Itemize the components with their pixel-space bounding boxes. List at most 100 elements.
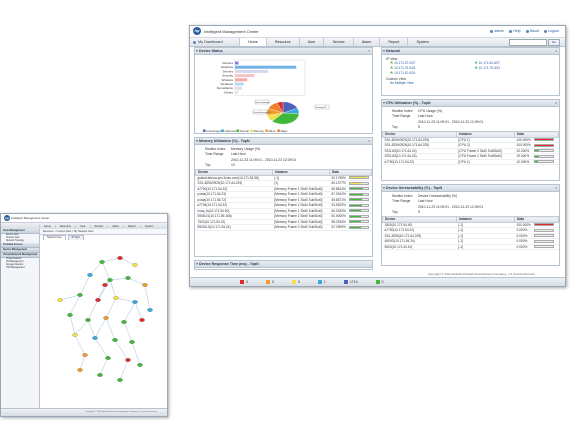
device-cell[interactable]: 5500(10.171.54.10) — [382, 244, 457, 250]
bar-others[interactable] — [235, 90, 239, 94]
sidebar-section[interactable]: Terminal Access — [1, 243, 39, 248]
ip-subnet-link[interactable]: ☘ 10.171.76.0/24 — [475, 66, 560, 70]
device-node-icon[interactable] — [82, 353, 88, 357]
table-row[interactable]: SSL-8250/0925(10.171.64.225) [1] 60.1577% — [195, 180, 372, 187]
table-row[interactable]: a7754(10.171.54.22) [Memory Frame 2 Slot4… — [195, 202, 372, 209]
device-node-icon[interactable] — [77, 293, 83, 297]
table-row[interactable]: SSG-65(10.171.64.24) [CPU Frame 2 Slot0 S… — [382, 148, 559, 154]
device-cell[interactable]: 5508-01(10.171.56.166) — [195, 213, 273, 220]
table-row[interactable]: SSL-8250(10.171.64.225) [-1] 0.000% — [382, 233, 559, 239]
device-node-icon[interactable] — [113, 296, 119, 300]
go-button[interactable]: Go — [548, 39, 560, 46]
bar-wireless[interactable] — [235, 78, 248, 82]
device-node-icon[interactable] — [129, 340, 135, 344]
tab-alarm[interactable]: Alarm — [352, 38, 380, 46]
back-tab-resource[interactable]: Resource — [54, 224, 75, 228]
table-row[interactable]: nuac_fs(10.171.54.50) [Memory Frame 1 Slo… — [195, 208, 372, 214]
close-icon[interactable]: x — [368, 139, 370, 143]
table-row[interactable]: 1800(10.171.54.40) [-1] 100.000% — [382, 222, 559, 228]
table-row[interactable]: SSL-8250/0925(10.171.64.225) [CPU 2] 100.0… — [382, 142, 559, 149]
device-cell[interactable]: SSG-65(10.171.64.24) — [382, 148, 457, 154]
map-tab[interactable]: IP View — [67, 235, 84, 240]
device-node-icon[interactable] — [87, 273, 93, 277]
sidebar-item[interactable]: VSP Management — [6, 267, 25, 269]
sidebar-section[interactable]: Device Management — [1, 248, 39, 253]
header-link-logout[interactable]: Logout — [544, 29, 559, 33]
device-node-icon[interactable] — [77, 368, 83, 372]
topology-map[interactable]: Resource > Custom View > My Network View… — [40, 229, 167, 408]
tab-service[interactable]: Service — [323, 38, 352, 46]
table-row[interactable]: SSG-65(10.171.64.24) [CPU Frame 1 Slot0 S… — [382, 153, 559, 160]
column-header[interactable]: Instance — [455, 131, 515, 138]
device-node-icon[interactable] — [117, 378, 123, 382]
bar-desktops[interactable] — [235, 82, 244, 86]
device-node-icon[interactable] — [139, 318, 145, 322]
table-row[interactable]: 5500(10.171.54.10) [-1] 0.000% — [382, 244, 559, 250]
back-tab-home[interactable]: Home — [39, 224, 55, 228]
device-node-icon[interactable] — [105, 356, 111, 360]
device-node-icon[interactable] — [147, 308, 153, 312]
device-node-icon[interactable] — [102, 283, 108, 287]
back-tab-system[interactable]: System — [139, 224, 158, 228]
back-tab-user[interactable]: User — [75, 224, 89, 228]
collapse-icon[interactable] — [196, 263, 198, 265]
alarm-count-3[interactable]: 1 — [317, 280, 326, 284]
device-node-icon[interactable] — [121, 320, 127, 324]
device-node-icon[interactable] — [92, 336, 98, 340]
map-tab[interactable]: Network View — [43, 235, 66, 240]
device-node-icon[interactable] — [132, 263, 138, 267]
device-cell[interactable]: a7750(10.171.54.22) — [195, 186, 273, 192]
table-row[interactable]: a7750(10.171.54.22) [-1] 0.000% — [382, 227, 559, 234]
device-node-icon[interactable] — [125, 358, 131, 362]
close-icon[interactable]: x — [555, 186, 557, 190]
table-row[interactable]: 5500G-6(10.171.54.24) [Memory Frame 2 Slo… — [195, 224, 372, 231]
collapse-icon[interactable] — [383, 187, 385, 189]
bar-servers[interactable] — [235, 69, 269, 73]
device-node-icon[interactable] — [57, 298, 63, 302]
device-cell[interactable]: posta(10.171.56.72) — [195, 197, 273, 203]
search-input[interactable] — [509, 39, 547, 46]
back-tab-report[interactable]: Report — [122, 224, 140, 228]
table-row[interactable]: SSL-8250/0925(10.171.64.225) [CPU 1] 100.0… — [382, 137, 559, 143]
table-row[interactable]: gssbid-fedora-pro.3com.com(10.171.54.56)… — [195, 175, 372, 181]
device-node-icon[interactable] — [112, 338, 118, 342]
ip-subnet-link[interactable]: ☘ 10.171.75.0/24 — [390, 66, 475, 70]
alarm-count-2[interactable]: 0 — [291, 280, 300, 284]
table-row[interactable]: posta(10.171.56.72) [Memory Frame 1 Slot0… — [195, 197, 372, 203]
device-cell[interactable]: posta(10.171.54.23) — [195, 191, 273, 198]
close-icon[interactable]: x — [555, 49, 557, 53]
sidebar-item[interactable]: VM Management — [6, 261, 24, 263]
device-node-icon[interactable] — [97, 373, 103, 377]
header-link-about[interactable]: About — [525, 29, 539, 33]
device-node-icon[interactable] — [107, 278, 113, 282]
custom-view-link[interactable]: No Multiple View — [390, 81, 414, 85]
sidebar-section[interactable]: Virtual Network Management — [1, 253, 39, 258]
device-cell[interactable]: SSG-65(10.171.64.24) — [382, 153, 457, 160]
collapse-icon[interactable] — [196, 50, 198, 52]
table-row[interactable]: 4500G(10.171.54.24) [-1] 0.000% — [382, 238, 559, 245]
table-row[interactable]: posta(10.171.54.23) [Memory Frame 1 Slot0… — [195, 191, 372, 198]
device-node-icon[interactable] — [95, 298, 101, 302]
sidebar-item[interactable]: Custom View — [6, 237, 20, 239]
sidebar-item[interactable]: Virtual Network — [6, 258, 22, 260]
device-cell[interactable]: gssbid-fedora-pro.3com.com(10.171.54.56) — [195, 175, 273, 181]
pie-slice-normal[interactable] — [271, 112, 300, 125]
device-cell[interactable]: 5500G-6(10.171.54.24) — [195, 224, 273, 231]
device-cell[interactable]: SSL-8250/0925(10.171.64.225) — [195, 180, 273, 187]
table-row[interactable]: a7750(10.171.54.22) [Memory Frame 1 Slot0… — [195, 186, 372, 192]
collapse-icon[interactable] — [196, 140, 198, 142]
sidebar-section[interactable]: View Management — [1, 229, 39, 234]
ip-subnet-link[interactable]: ☘ 10.171.57.0/27 — [390, 61, 475, 65]
device-node-icon[interactable] — [142, 283, 148, 287]
tab-user[interactable]: User — [298, 38, 324, 46]
table-row[interactable]: 5508-01(10.171.56.166) [Memory Frame 2 Sl… — [195, 213, 372, 220]
device-node-icon[interactable] — [72, 333, 78, 337]
column-header[interactable]: Data — [328, 169, 372, 176]
device-cell[interactable]: nuac_fs(10.171.54.50) — [195, 208, 273, 214]
column-header[interactable]: Instance — [455, 216, 515, 223]
device-node-icon[interactable] — [117, 256, 123, 260]
device-cell[interactable]: 4500G(10.171.54.24) — [382, 238, 457, 245]
topology-graph[interactable] — [40, 240, 167, 410]
device-cell[interactable]: a7750(10.171.54.22) — [382, 159, 457, 165]
device-node-icon[interactable] — [67, 313, 73, 317]
